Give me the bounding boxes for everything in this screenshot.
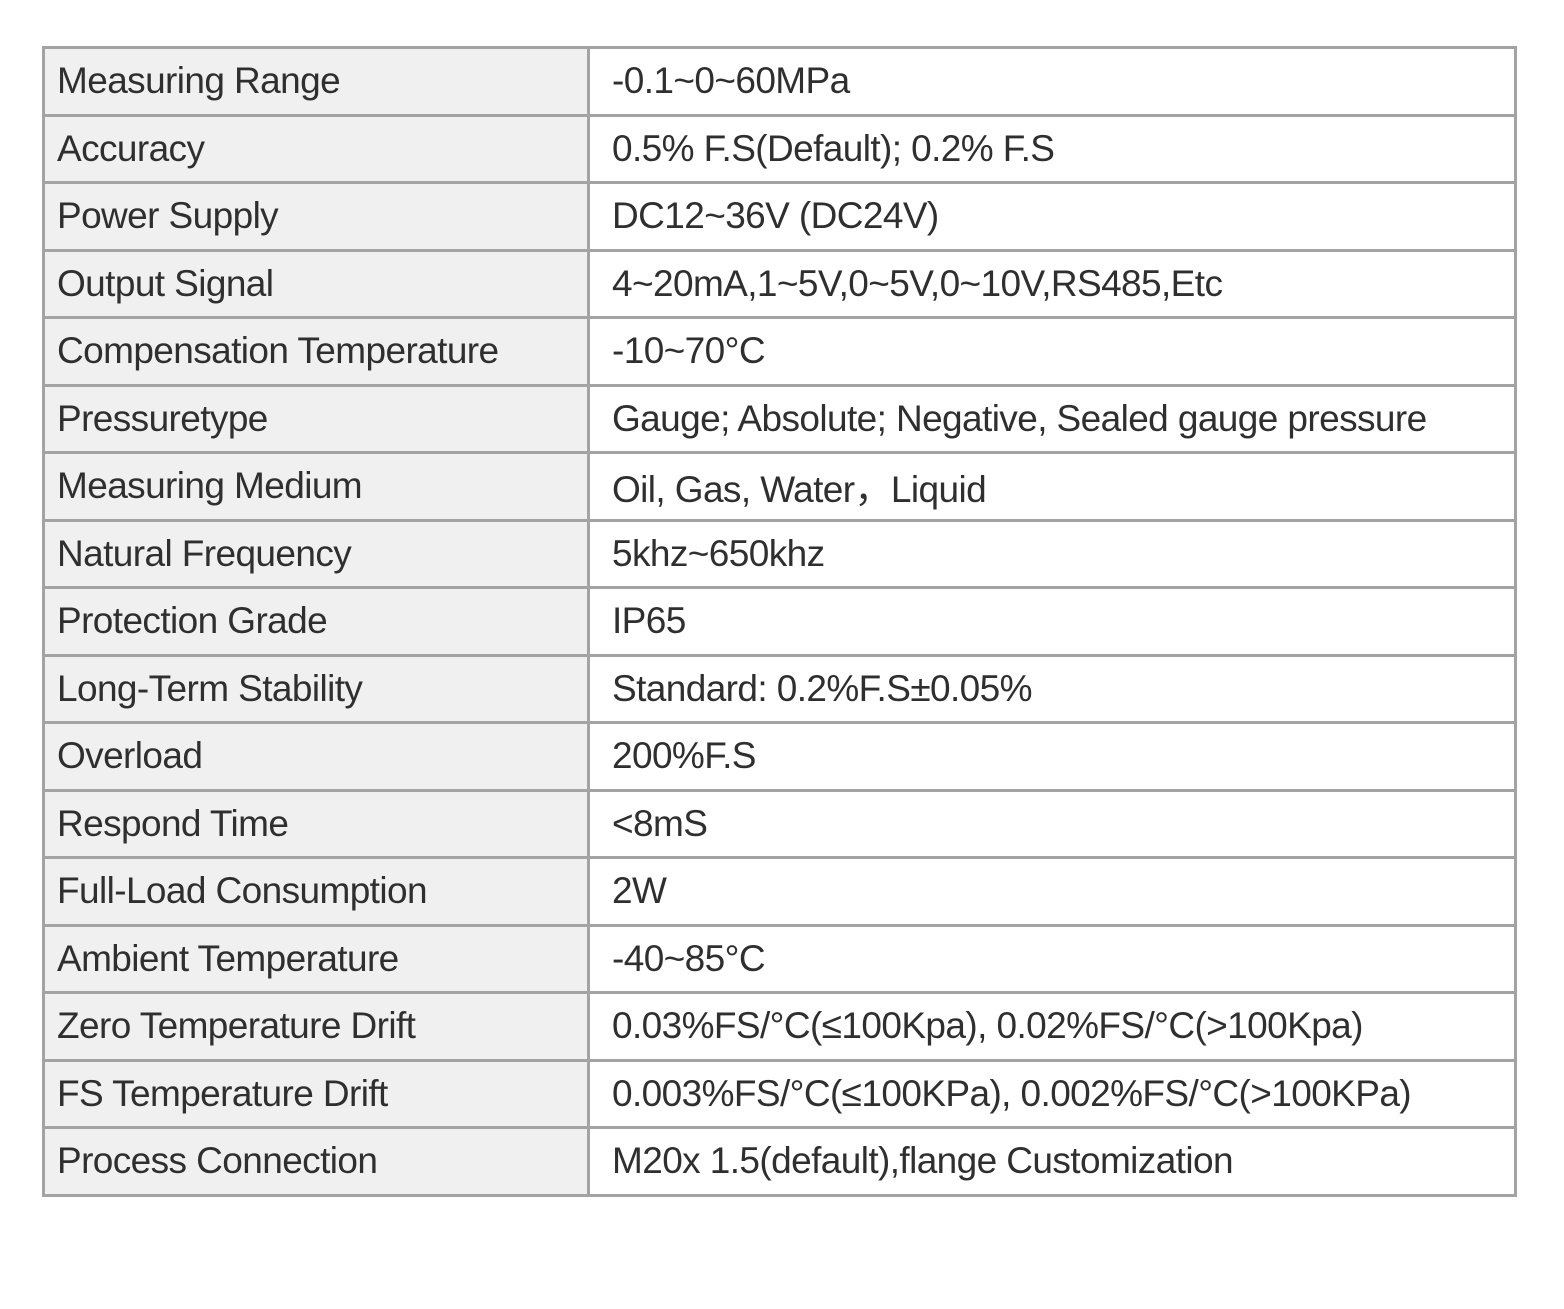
spec-row: Respond Time <8mS xyxy=(42,788,1517,859)
spec-label: Compensation Temperature xyxy=(42,316,590,387)
spec-row: Accuracy 0.5% F.S(Default); 0.2% F.S xyxy=(42,113,1517,184)
spec-row: Output Signal 4~20mA,1~5V,0~5V,0~10V,RS48… xyxy=(42,248,1517,319)
spec-label: Overload xyxy=(42,721,590,792)
spec-value: -0.1~0~60MPa xyxy=(587,46,1517,117)
spec-row: Zero Temperature Drift 0.03%FS/°C(≤100Kpa… xyxy=(42,991,1517,1062)
spec-value: M20x 1.5(default),flange Customization xyxy=(587,1126,1517,1197)
spec-row: Measuring Range -0.1~0~60MPa xyxy=(42,46,1517,117)
spec-label: Process Connection xyxy=(42,1126,590,1197)
spec-table-body: Measuring Range -0.1~0~60MPa Accuracy 0.5% … xyxy=(42,46,1517,1197)
spec-value: <8mS xyxy=(587,788,1517,859)
spec-value: 0.003%FS/°C(≤100KPa), 0.002%FS/°C(>100KP… xyxy=(587,1058,1517,1129)
spec-label: Measuring Range xyxy=(42,46,590,117)
spec-label: Protection Grade xyxy=(42,586,590,657)
spec-row: Compensation Temperature -10~70°C xyxy=(42,316,1517,387)
spec-row: Ambient Temperature -40~85°C xyxy=(42,923,1517,994)
spec-value: 200%F.S xyxy=(587,721,1517,792)
spec-row: Long-Term Stability Standard: 0.2%F.S±0.0… xyxy=(42,653,1517,724)
spec-label: FS Temperature Drift xyxy=(42,1058,590,1129)
spec-row: Pressuretype Gauge; Absolute; Negative, S… xyxy=(42,383,1517,454)
spec-label: Full-Load Consumption xyxy=(42,856,590,927)
spec-value: 0.03%FS/°C(≤100Kpa), 0.02%FS/°C(>100Kpa) xyxy=(587,991,1517,1062)
spec-row: Full-Load Consumption 2W xyxy=(42,856,1517,927)
spec-row: Process Connection M20x 1.5(default),flan… xyxy=(42,1126,1517,1197)
spec-label: Ambient Temperature xyxy=(42,923,590,994)
spec-value: DC12~36V (DC24V) xyxy=(587,181,1517,252)
spec-value: -10~70°C xyxy=(587,316,1517,387)
spec-value: Standard: 0.2%F.S±0.05% xyxy=(587,653,1517,724)
spec-row: Measuring Medium Oil, Gas, Water，Liquid xyxy=(42,451,1517,522)
spec-row: FS Temperature Drift 0.003%FS/°C(≤100KPa)… xyxy=(42,1058,1517,1129)
spec-row: Natural Frequency 5khz~650khz xyxy=(42,518,1517,589)
spec-value: 0.5% F.S(Default); 0.2% F.S xyxy=(587,113,1517,184)
spec-value: -40~85°C xyxy=(587,923,1517,994)
spec-label: Power Supply xyxy=(42,181,590,252)
spec-label: Zero Temperature Drift xyxy=(42,991,590,1062)
spec-row: Overload 200%F.S xyxy=(42,721,1517,792)
spec-label: Output Signal xyxy=(42,248,590,319)
spec-row: Power Supply DC12~36V (DC24V) xyxy=(42,181,1517,252)
spec-label: Respond Time xyxy=(42,788,590,859)
spec-row: Protection Grade IP65 xyxy=(42,586,1517,657)
spec-label: Accuracy xyxy=(42,113,590,184)
spec-value: 5khz~650khz xyxy=(587,518,1517,589)
spec-label: Long-Term Stability xyxy=(42,653,590,724)
spec-label: Measuring Medium xyxy=(42,451,590,522)
spec-value: 2W xyxy=(587,856,1517,927)
spec-value: Oil, Gas, Water，Liquid xyxy=(587,451,1517,522)
spec-value: IP65 xyxy=(587,586,1517,657)
spec-label: Natural Frequency xyxy=(42,518,590,589)
spec-value: Gauge; Absolute; Negative, Sealed gauge … xyxy=(587,383,1517,454)
spec-value: 4~20mA,1~5V,0~5V,0~10V,RS485,Etc xyxy=(587,248,1517,319)
spec-table: Measuring Range -0.1~0~60MPa Accuracy 0.5% … xyxy=(42,46,1517,1197)
spec-label: Pressuretype xyxy=(42,383,590,454)
